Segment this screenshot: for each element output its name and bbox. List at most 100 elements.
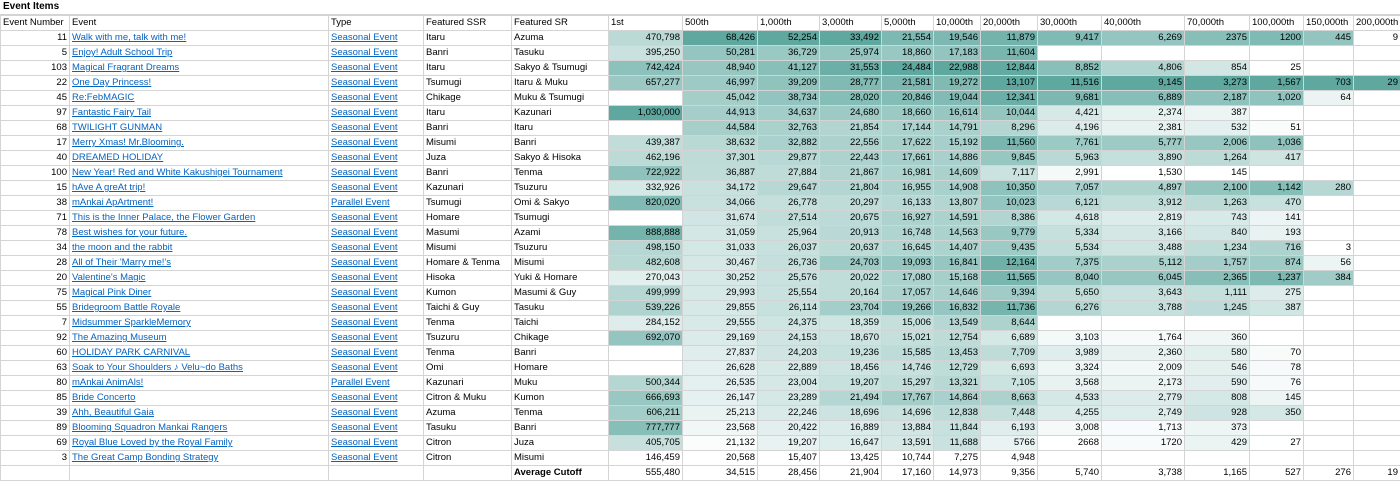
event-type-link-text[interactable]: Seasonal Event (331, 77, 398, 88)
event-link-text[interactable]: Midsummer SparkleMemory (72, 317, 191, 328)
table-row[interactable]: 97 Fantastic Fairy Tail Seasonal Event Itar… (0, 105, 1400, 121)
event-type-link-text[interactable]: Seasonal Event (331, 122, 398, 133)
event-link-text[interactable]: Blooming Squadron Mankai Rangers (72, 422, 228, 433)
event-link[interactable]: Ahh, Beautiful Gaia (69, 405, 329, 421)
table-row[interactable]: 68 TWILIGHT GUNMAN Seasonal Event Banri Itar… (0, 120, 1400, 136)
table-row[interactable]: 11 Walk with me, talk with me! Seasonal Ev… (0, 30, 1400, 46)
event-type-link[interactable]: Seasonal Event (328, 165, 424, 181)
event-type-link[interactable]: Seasonal Event (328, 75, 424, 91)
event-link[interactable]: This is the Inner Palace, the Flower Gar… (69, 210, 329, 226)
table-row[interactable]: 34 the moon and the rabbit Seasonal Event M… (0, 240, 1400, 256)
event-type-link-text[interactable]: Seasonal Event (331, 257, 398, 268)
event-link-text[interactable]: mAnkai AnimAls! (72, 377, 144, 388)
column-header[interactable]: 3,000th (819, 15, 882, 31)
event-type-link-text[interactable]: Seasonal Event (331, 392, 398, 403)
event-link-text[interactable]: Magical Pink Diner (72, 287, 152, 298)
column-header[interactable]: 70,000th (1184, 15, 1250, 31)
column-header[interactable]: Featured SSR (423, 15, 512, 31)
event-type-link[interactable]: Seasonal Event (328, 315, 424, 331)
event-type-link[interactable]: Seasonal Event (328, 300, 424, 316)
event-link-text[interactable]: DREAMED HOLIDAY (72, 152, 164, 163)
column-header[interactable]: 100,000th (1249, 15, 1304, 31)
event-link[interactable]: mAnkai ApArtment! (69, 195, 329, 211)
event-type-link-text[interactable]: Seasonal Event (331, 407, 398, 418)
event-type-link[interactable]: Seasonal Event (328, 345, 424, 361)
table-row[interactable]: 17 Merry Xmas! Mr.Blooming. Seasonal Event… (0, 135, 1400, 151)
event-type-link[interactable]: Seasonal Event (328, 210, 424, 226)
event-link[interactable]: Royal Blue Loved by the Royal Family (69, 435, 329, 451)
event-type-link[interactable]: Seasonal Event (328, 30, 424, 46)
event-type-link[interactable]: Seasonal Event (328, 450, 424, 466)
event-type-link[interactable]: Seasonal Event (328, 390, 424, 406)
table-row[interactable]: 71 This is the Inner Palace, the Flower G… (0, 210, 1400, 226)
event-type-link[interactable]: Seasonal Event (328, 420, 424, 436)
event-link-text[interactable]: One Day Princess! (72, 77, 152, 88)
event-link-text[interactable]: TWILIGHT GUNMAN (72, 122, 163, 133)
event-link-text[interactable]: All of Their 'Marry me!'s (72, 257, 171, 268)
table-row[interactable]: 45 Re:FebMAGIC Seasonal Event Chikage Muku &… (0, 90, 1400, 106)
event-link-text[interactable]: Enjoy! Adult School Trip (72, 47, 173, 58)
event-link[interactable]: Best wishes for your future. (69, 225, 329, 241)
event-link-text[interactable]: The Amazing Museum (72, 332, 167, 343)
event-link[interactable]: Enjoy! Adult School Trip (69, 45, 329, 61)
event-link-text[interactable]: HOLIDAY PARK CARNIVAL (72, 347, 191, 358)
event-type-link[interactable]: Seasonal Event (328, 45, 424, 61)
event-type-link-text[interactable]: Seasonal Event (331, 422, 398, 433)
event-link[interactable]: DREAMED HOLIDAY (69, 150, 329, 166)
event-type-link[interactable]: Seasonal Event (328, 405, 424, 421)
event-type-link-text[interactable]: Seasonal Event (331, 47, 398, 58)
event-type-link[interactable]: Seasonal Event (328, 285, 424, 301)
event-link[interactable]: Valentine's Magic (69, 270, 329, 286)
event-link-text[interactable]: Soak to Your Shoulders ♪ Velu~do Baths (72, 362, 243, 373)
event-type-link-text[interactable]: Seasonal Event (331, 137, 398, 148)
event-link-text[interactable]: Ahh, Beautiful Gaia (72, 407, 154, 418)
event-link-text[interactable]: Magical Fragrant Dreams (72, 62, 180, 73)
event-type-link[interactable]: Seasonal Event (328, 150, 424, 166)
event-type-link-text[interactable]: Seasonal Event (331, 362, 398, 373)
table-row[interactable]: 28 All of Their 'Marry me!'s Seasonal Even… (0, 255, 1400, 271)
event-link[interactable]: HOLIDAY PARK CARNIVAL (69, 345, 329, 361)
event-link[interactable]: The Amazing Museum (69, 330, 329, 346)
event-type-link[interactable]: Seasonal Event (328, 330, 424, 346)
event-type-link[interactable]: Parallel Event (328, 375, 424, 391)
column-header[interactable]: 500th (682, 15, 758, 31)
event-type-link[interactable]: Parallel Event (328, 195, 424, 211)
column-header[interactable]: 1,000th (757, 15, 820, 31)
event-type-link-text[interactable]: Seasonal Event (331, 452, 398, 463)
event-link-text[interactable]: the moon and the rabbit (72, 242, 173, 253)
event-type-link[interactable]: Seasonal Event (328, 90, 424, 106)
event-link-text[interactable]: New Year! Red and White Kakushigei Tourn… (72, 167, 283, 178)
event-type-link-text[interactable]: Seasonal Event (331, 227, 398, 238)
table-row[interactable]: 15 hAve A greAt trip! Seasonal Event Kazuna… (0, 180, 1400, 196)
event-link-text[interactable]: Merry Xmas! Mr.Blooming. (72, 137, 184, 148)
table-row[interactable]: 78 Best wishes for your future. Seasonal E… (0, 225, 1400, 241)
event-link[interactable]: TWILIGHT GUNMAN (69, 120, 329, 136)
column-header[interactable]: 5,000th (881, 15, 934, 31)
event-link[interactable]: Fantastic Fairy Tail (69, 105, 329, 121)
event-link-text[interactable]: Fantastic Fairy Tail (72, 107, 152, 118)
column-header[interactable]: Event Number (0, 15, 70, 31)
event-link[interactable]: One Day Princess! (69, 75, 329, 91)
event-type-link[interactable]: Seasonal Event (328, 270, 424, 286)
column-header[interactable]: 1st (608, 15, 683, 31)
event-link-text[interactable]: Best wishes for your future. (72, 227, 188, 238)
event-link[interactable]: Blooming Squadron Mankai Rangers (69, 420, 329, 436)
event-link[interactable]: Magical Pink Diner (69, 285, 329, 301)
event-type-link-text[interactable]: Seasonal Event (331, 272, 398, 283)
column-header[interactable]: Type (328, 15, 424, 31)
table-row[interactable]: 75 Magical Pink Diner Seasonal Event Kumon M… (0, 285, 1400, 301)
event-type-link-text[interactable]: Seasonal Event (331, 242, 398, 253)
event-type-link-text[interactable]: Seasonal Event (331, 317, 398, 328)
table-row[interactable]: 100 New Year! Red and White Kakushigei To… (0, 165, 1400, 181)
event-type-link-text[interactable]: Seasonal Event (331, 287, 398, 298)
event-type-link-text[interactable]: Parallel Event (331, 197, 390, 208)
event-type-link-text[interactable]: Seasonal Event (331, 332, 398, 343)
event-type-link-text[interactable]: Seasonal Event (331, 437, 398, 448)
event-type-link-text[interactable]: Seasonal Event (331, 302, 398, 313)
event-link-text[interactable]: The Great Camp Bonding Strategy (72, 452, 219, 463)
event-link[interactable]: Merry Xmas! Mr.Blooming. (69, 135, 329, 151)
table-row[interactable]: 92 The Amazing Museum Seasonal Event Tsuzur… (0, 330, 1400, 346)
event-type-link[interactable]: Seasonal Event (328, 120, 424, 136)
column-header[interactable]: 30,000th (1037, 15, 1102, 31)
column-header[interactable]: Event (69, 15, 329, 31)
